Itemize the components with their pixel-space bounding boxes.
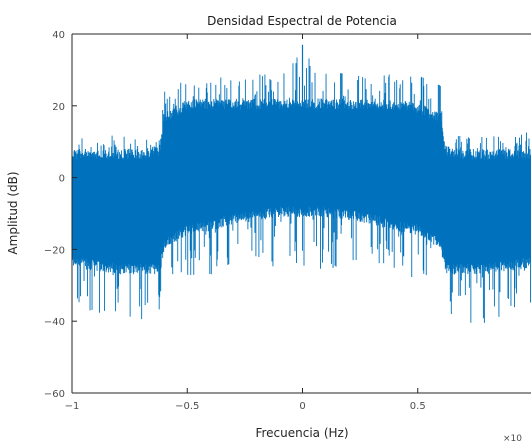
- x-tick-label: 0: [299, 401, 305, 412]
- y-tick-label: −40: [44, 317, 65, 328]
- x-axis-label: Frecuencia (Hz): [255, 426, 348, 440]
- y-tick-label: 20: [52, 102, 65, 113]
- y-axis-label: Amplitud (dB): [6, 171, 20, 254]
- y-tick-label: −20: [44, 245, 65, 256]
- chart-title: Densidad Espectral de Potencia: [207, 14, 397, 28]
- y-ticks: 40 20 0 −20 −40 −60: [44, 30, 77, 400]
- y-tick-label: −60: [44, 389, 65, 400]
- y-tick-label: 40: [52, 30, 65, 41]
- x-ticks: −1 −0.5 0 0.5: [65, 34, 426, 412]
- y-tick-label: 0: [59, 174, 65, 185]
- x-tick-label: −0.5: [175, 401, 199, 412]
- plot-axes: [71, 33, 531, 394]
- x-exponent-label: ×10: [503, 434, 522, 443]
- x-tick-label: −1: [65, 401, 80, 412]
- x-tick-label: 0.5: [410, 401, 426, 412]
